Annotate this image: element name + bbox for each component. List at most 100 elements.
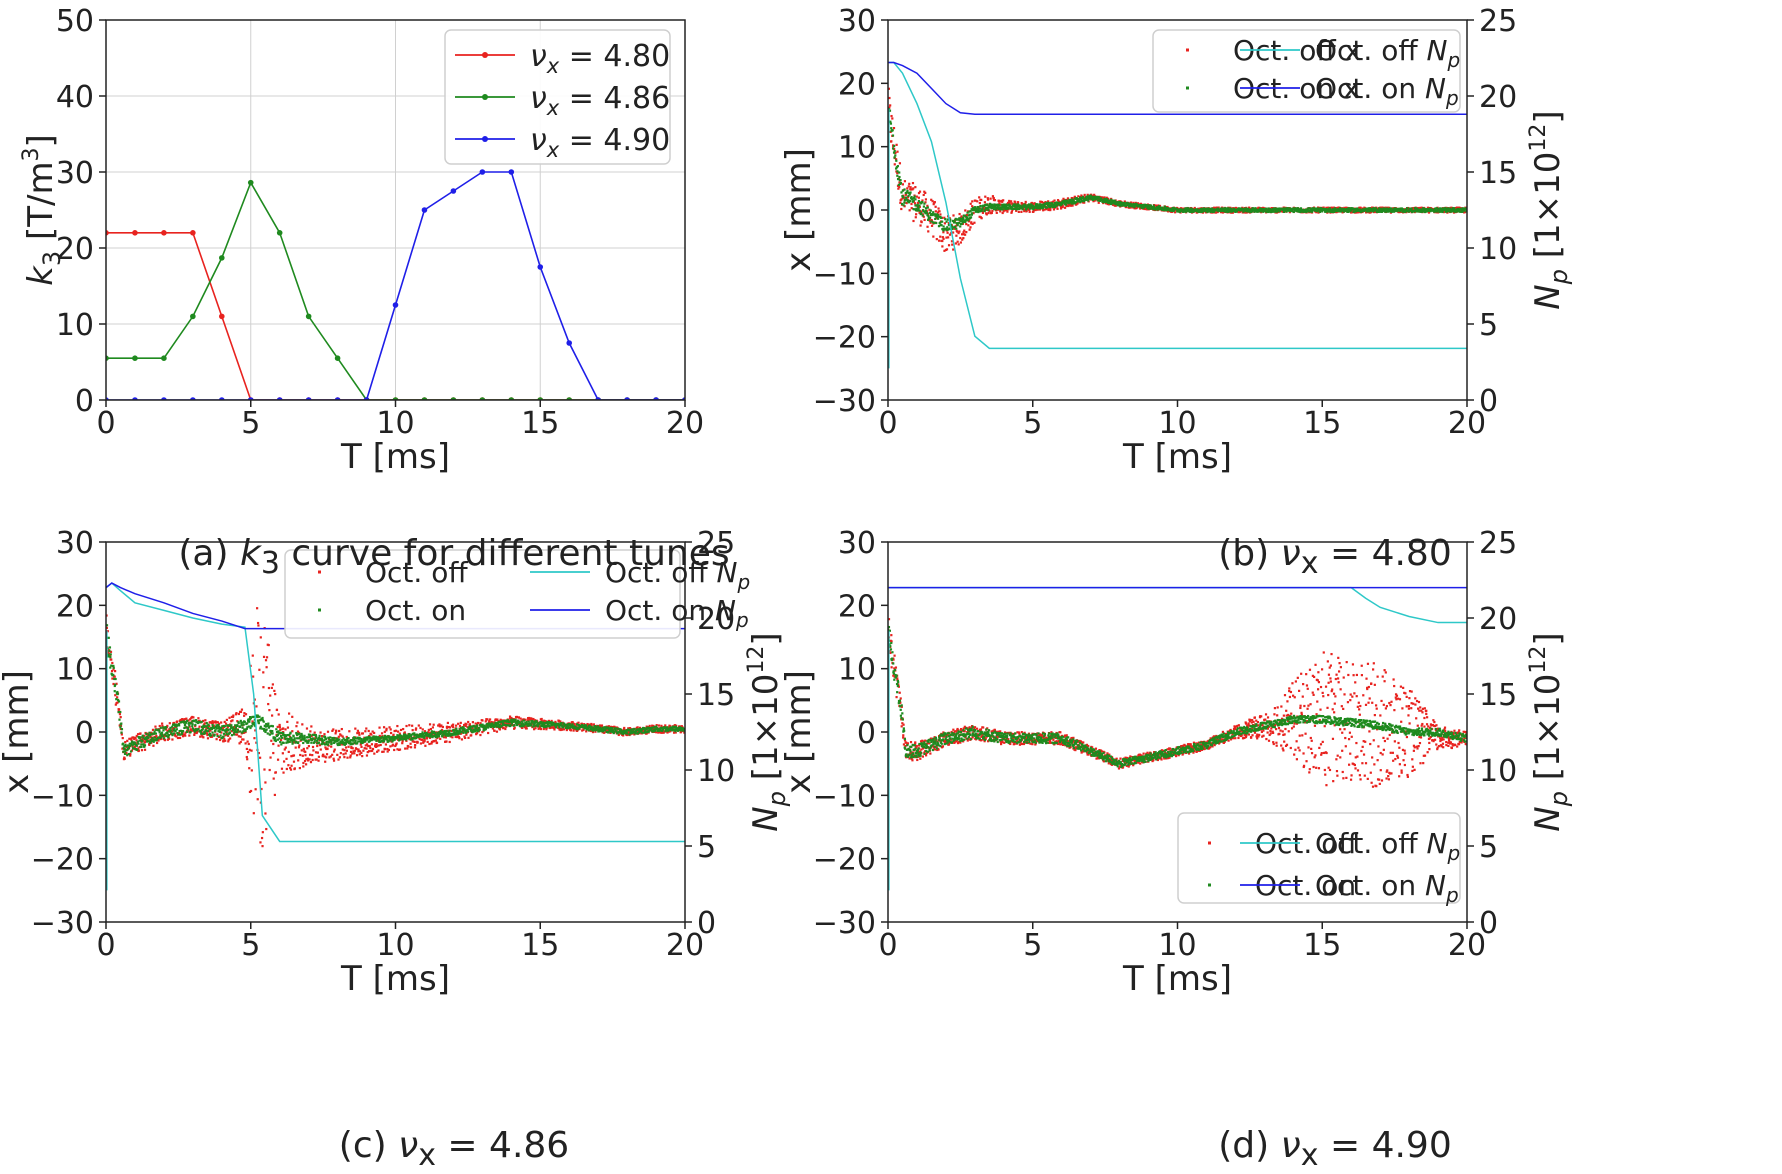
scatter-point xyxy=(272,777,275,780)
scatter-point xyxy=(324,737,328,741)
scatter-point xyxy=(1441,210,1444,214)
scatter-point xyxy=(924,191,927,195)
scatter-point xyxy=(214,720,217,723)
scatter-point xyxy=(1348,210,1351,213)
scatter-point xyxy=(1007,207,1010,210)
scatter-point xyxy=(232,714,235,717)
scatter-point xyxy=(590,723,593,726)
y-tick-label: 30 xyxy=(838,4,876,39)
scatter-point xyxy=(249,726,252,730)
scatter-point xyxy=(145,735,149,738)
scatter-point xyxy=(1003,206,1006,209)
scatter-point xyxy=(1374,210,1377,213)
scatter-point xyxy=(234,724,237,727)
plot-area-a xyxy=(106,169,685,400)
scatter-point xyxy=(1224,210,1227,213)
scatter-point xyxy=(205,732,209,735)
axes-frame xyxy=(887,19,1468,401)
scatter-point xyxy=(168,730,171,733)
scatter-point xyxy=(525,727,528,730)
scatter-point xyxy=(348,730,351,733)
scatter-point xyxy=(944,218,947,221)
scatter-point xyxy=(116,692,119,696)
scatter-point xyxy=(908,193,911,196)
scatter-point xyxy=(163,733,166,736)
scatter-point xyxy=(311,745,315,749)
scatter-point xyxy=(277,730,280,733)
scatter-point xyxy=(120,722,123,725)
scatter-point xyxy=(1448,208,1451,211)
scatter-point xyxy=(349,750,353,753)
scatter-point xyxy=(138,739,141,742)
scatter-point xyxy=(166,732,169,735)
scatter-point xyxy=(271,683,274,686)
y-tick-label: 20 xyxy=(56,589,94,624)
scatter-point xyxy=(955,227,958,230)
scatter-point xyxy=(666,731,669,734)
scatter-point xyxy=(247,742,250,746)
scatter-point xyxy=(559,720,562,723)
scatter-point xyxy=(934,210,937,213)
scatter-point xyxy=(243,714,246,717)
scatter-point xyxy=(404,747,407,750)
scatter-point xyxy=(1283,209,1287,212)
scatter-point xyxy=(407,745,410,748)
scatter-point xyxy=(148,734,151,737)
scatter-point xyxy=(1110,198,1113,201)
scatter-point xyxy=(170,732,173,735)
scatter-point xyxy=(419,726,422,730)
scatter-point xyxy=(152,739,155,742)
scatter-point xyxy=(1211,209,1214,212)
scatter-point xyxy=(1080,196,1083,200)
scatter-point xyxy=(491,727,494,730)
scatter-point xyxy=(206,726,210,730)
scatter-point xyxy=(352,750,355,753)
scatter-point xyxy=(114,683,117,686)
scatter-point xyxy=(336,753,339,756)
scatter-point xyxy=(291,740,294,743)
scatter-point xyxy=(346,739,349,742)
scatter-point xyxy=(474,722,477,725)
scatter-point xyxy=(1330,206,1334,209)
scatter-point xyxy=(924,198,928,201)
scatter-point xyxy=(672,731,676,734)
scatter-point xyxy=(655,731,658,734)
scatter-point xyxy=(111,677,114,680)
scatter-point xyxy=(326,747,329,750)
scatter-point xyxy=(941,245,944,248)
scatter-point xyxy=(1371,208,1374,211)
scatter-point xyxy=(981,207,984,210)
scatter-point xyxy=(140,743,143,746)
scatter-point xyxy=(1322,206,1325,209)
scatter-point xyxy=(904,196,908,199)
scatter-point xyxy=(1230,207,1233,210)
scatter-point xyxy=(989,197,992,200)
scatter-point xyxy=(172,721,176,725)
scatter-point xyxy=(1379,209,1382,213)
scatter-point xyxy=(384,748,387,751)
scatter-point xyxy=(1139,202,1142,205)
scatter-point xyxy=(956,224,959,227)
scatter-point xyxy=(925,207,928,210)
scatter-point xyxy=(360,745,363,748)
scatter-point xyxy=(332,759,336,762)
scatter-point xyxy=(920,210,923,213)
scatter-point xyxy=(205,727,208,730)
scatter-point xyxy=(964,220,967,223)
scatter-point xyxy=(1177,209,1181,212)
scatter-point xyxy=(1154,204,1158,207)
scatter-point xyxy=(1420,206,1423,209)
scatter-point xyxy=(591,730,595,734)
scatter-point xyxy=(401,740,404,743)
scatter-point xyxy=(282,732,285,735)
scatter-point xyxy=(1400,210,1403,213)
scatter-point xyxy=(305,727,309,730)
scatter-point xyxy=(364,744,367,747)
scatter-point xyxy=(939,213,942,216)
scatter-point xyxy=(282,760,286,763)
scatter-point xyxy=(224,734,227,737)
scatter-point xyxy=(1087,199,1090,202)
scatter-point xyxy=(481,731,484,734)
scatter-point xyxy=(265,666,268,669)
scatter-point xyxy=(1099,196,1102,199)
